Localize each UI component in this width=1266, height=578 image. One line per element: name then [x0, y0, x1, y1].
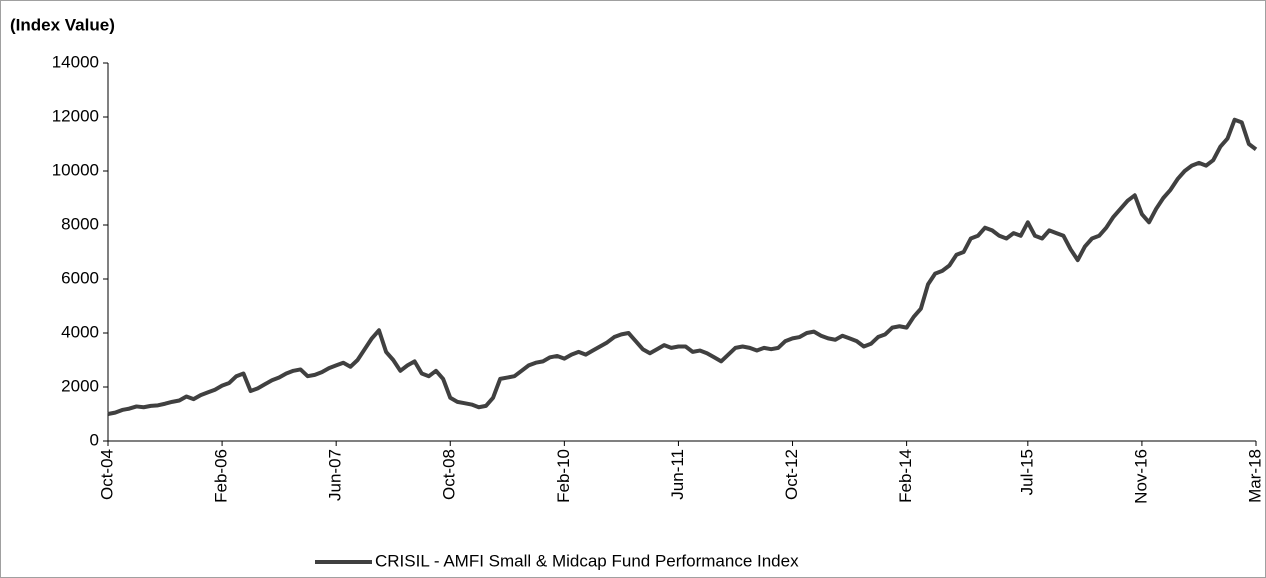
x-tick-label: Jun-07: [326, 449, 345, 501]
legend-label: CRISIL - AMFI Small & Midcap Fund Perfor…: [375, 551, 799, 570]
x-tick-label: Oct-12: [782, 449, 801, 500]
y-tick-label: 8000: [61, 214, 99, 233]
x-tick-label: Feb-06: [212, 449, 231, 503]
x-tick-label: Oct-08: [440, 449, 459, 500]
x-tick-label: Feb-10: [554, 449, 573, 503]
y-tick-label: 12000: [52, 106, 99, 125]
y-tick-label: 10000: [52, 160, 99, 179]
x-tick-label: Jul-15: [1017, 449, 1036, 495]
x-tick-label: Jun-11: [668, 449, 687, 500]
y-tick-label: 6000: [61, 268, 99, 287]
x-tick-label: Oct-04: [97, 449, 116, 500]
y-tick-label: 2000: [61, 376, 99, 395]
y-tick-label: 0: [90, 430, 99, 449]
x-tick-label: Nov-16: [1131, 449, 1150, 504]
x-tick-label: Feb-14: [896, 449, 915, 503]
x-tick-label: Mar-18: [1245, 449, 1264, 503]
y-tick-label: 4000: [61, 322, 99, 341]
line-series: [107, 117, 1258, 416]
y-tick-label: 14000: [52, 52, 99, 71]
y-axis-label: (Index Value): [10, 15, 115, 34]
